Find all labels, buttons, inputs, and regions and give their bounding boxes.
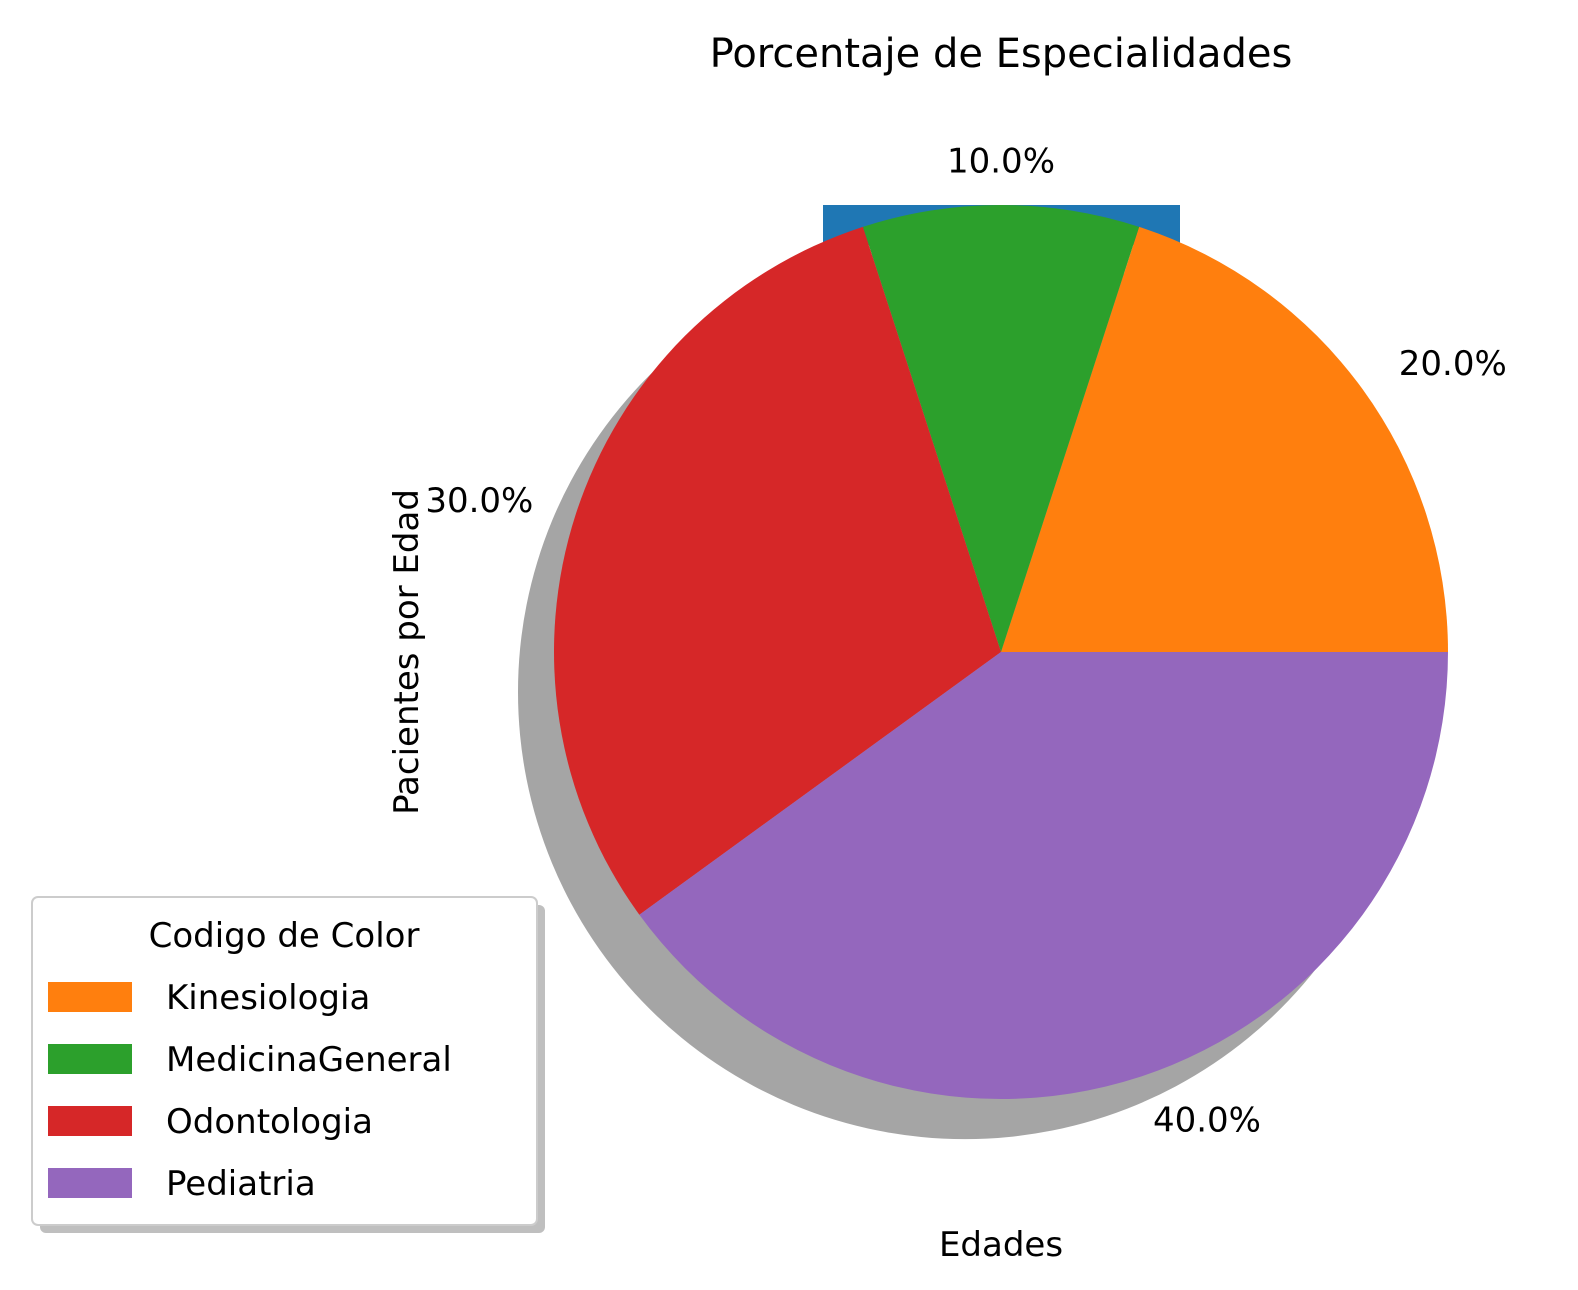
- legend-box: [31, 896, 538, 1226]
- pie-slice-odontologia: [553, 226, 1001, 915]
- chart-title: Porcentaje de Especialidades: [710, 31, 1293, 77]
- legend-label-kinesiologia: Kinesiologia: [166, 978, 370, 1018]
- legend-label-pediatria: Pediatria: [166, 1164, 316, 1204]
- legend-label-medicinageneral: MedicinaGeneral: [166, 1040, 452, 1080]
- y-axis-label: Pacientes por Edad: [387, 489, 427, 815]
- pie-slice-label-pediatria: 40.0%: [1153, 1101, 1261, 1141]
- pie-slice-label-medicinageneral: 10.0%: [947, 141, 1055, 181]
- legend-entries: Kinesiologia MedicinaGeneral Odontologia Pe…: [48, 978, 452, 1204]
- legend-title: Codigo de Color: [149, 916, 420, 956]
- legend-swatch-pediatria: [48, 1168, 132, 1198]
- pie-slice-medicinageneral: [862, 204, 1140, 652]
- slices-layer: [553, 204, 1448, 1099]
- legend-swatch-odontologia: [48, 1106, 132, 1136]
- legend-swatch-medicinageneral: [48, 1044, 132, 1074]
- pie-slice-pediatria: [639, 652, 1448, 1099]
- pie-slice-label-odontologia: 30.0%: [425, 481, 533, 521]
- legend: Codigo de Color Kinesiologia MedicinaGene…: [31, 896, 545, 1233]
- pie-slice-label-kinesiologia: 20.0%: [1399, 344, 1507, 384]
- legend-label-odontologia: Odontologia: [166, 1102, 373, 1142]
- slice-labels-layer: 20.0% 10.0% 30.0% 40.0%: [425, 141, 1506, 1140]
- pie-slice-kinesiologia: [1001, 226, 1448, 652]
- legend-swatch-kinesiologia: [48, 982, 132, 1012]
- x-axis-label: Edades: [939, 1225, 1063, 1265]
